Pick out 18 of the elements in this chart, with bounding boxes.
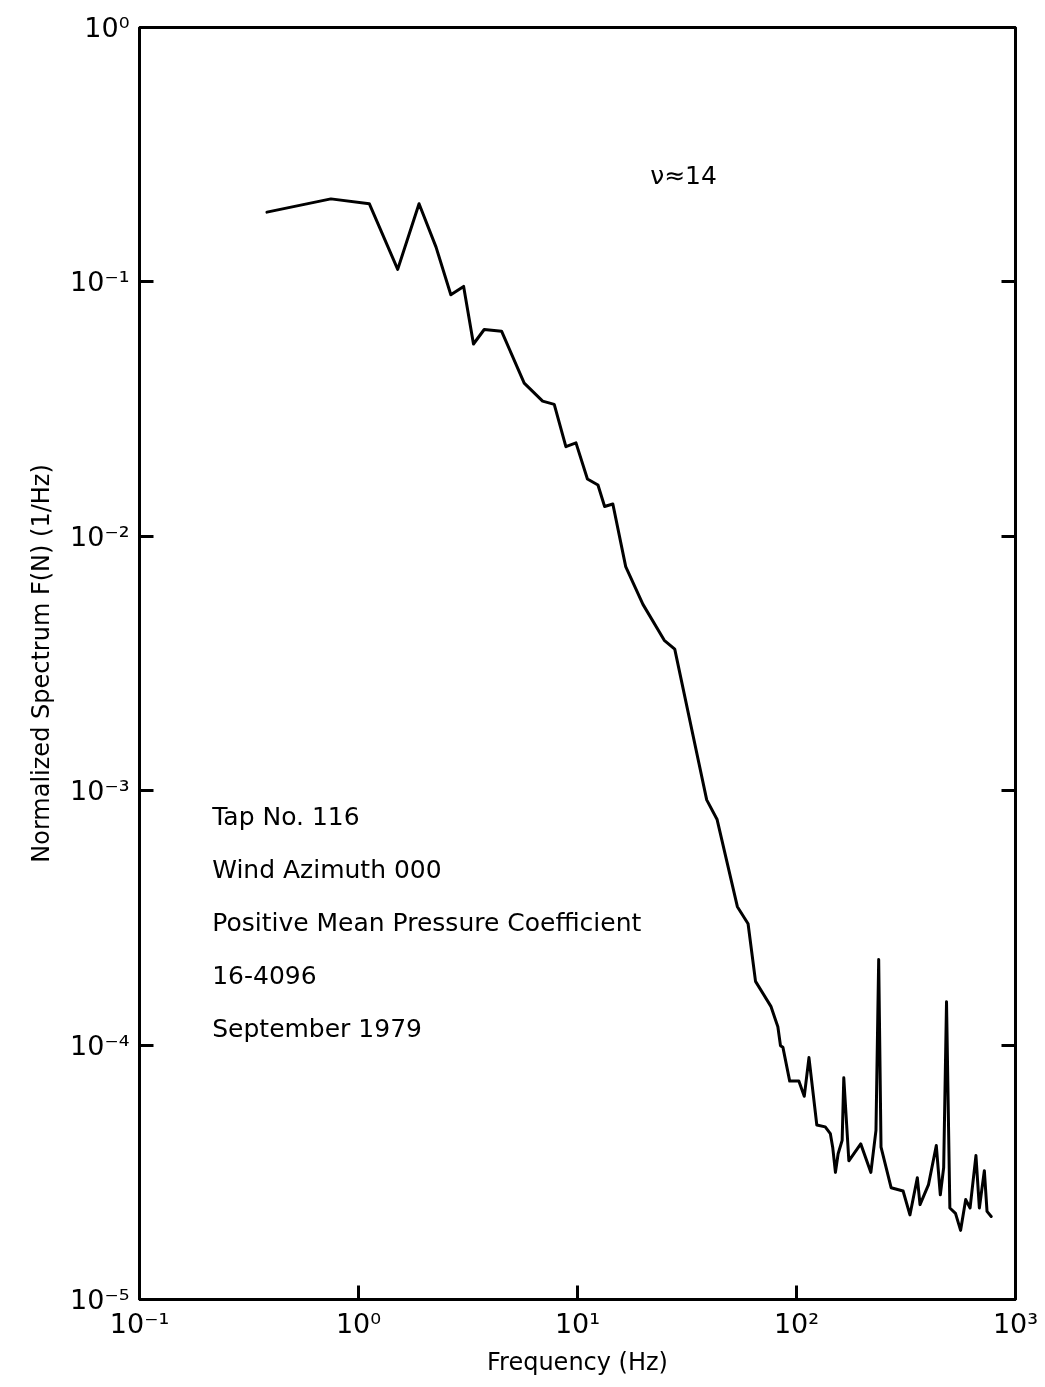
y-tick-label: 10⁻¹ (70, 266, 130, 298)
annotation: 16-4096 (212, 961, 317, 991)
x-tick-label: 10² (773, 1307, 820, 1339)
y-tick-label: 10⁻³ (70, 775, 130, 807)
annotation: Tap No. 116 (211, 801, 360, 831)
y-axis-title: Normalized Spectrum F(N) (1/Hz) (27, 464, 56, 863)
y-tick-label: 10⁻⁴ (70, 1029, 130, 1061)
annotation: Wind Azimuth 000 (212, 854, 442, 884)
x-tick-label: 10¹ (554, 1307, 601, 1339)
annotation: September 1979 (212, 1013, 422, 1043)
x-axis-title: Frequency (Hz) (487, 1347, 668, 1376)
x-tick-label: 10³ (992, 1307, 1039, 1339)
y-tick-label: 10⁻² (70, 520, 130, 552)
y-tick-label: 10⁰ (84, 12, 130, 43)
annotation: Positive Mean Pressure Coefficient (212, 907, 642, 937)
x-tick-label: 10⁻¹ (109, 1307, 170, 1339)
x-tick-label: 10⁰ (335, 1307, 382, 1339)
annotation: ν≈14 (650, 160, 717, 190)
